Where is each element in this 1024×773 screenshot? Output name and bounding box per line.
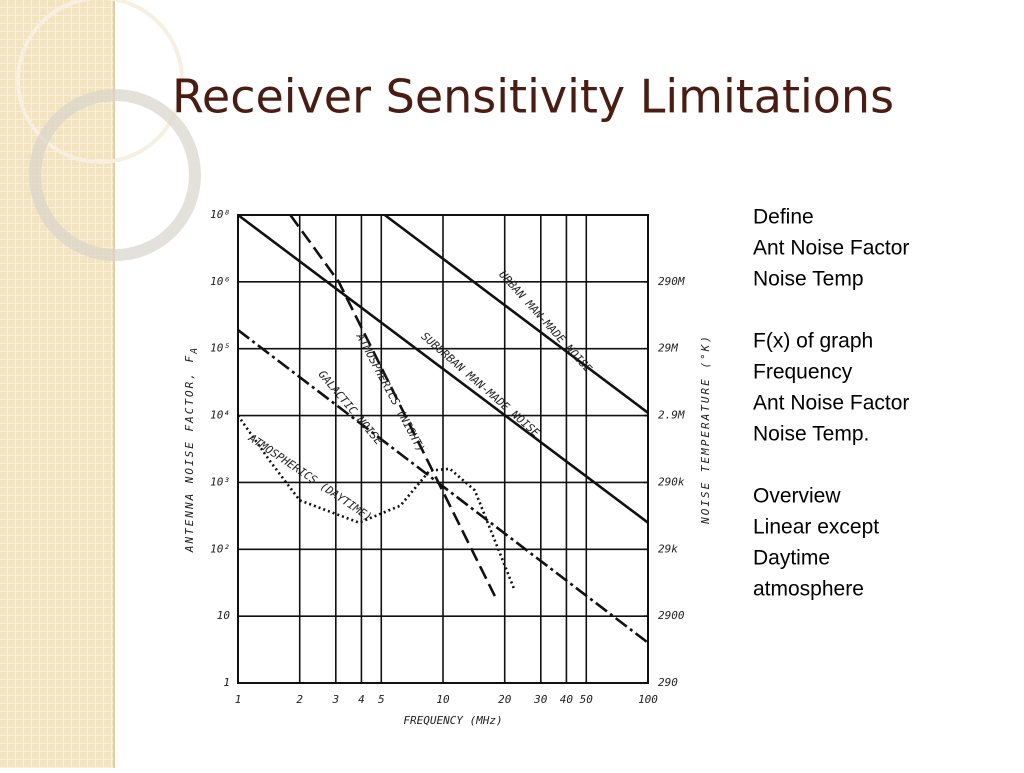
x-tick-label: 4 (358, 693, 365, 706)
y-tick-label: 10³ (210, 475, 230, 488)
y-tick-label: 10² (210, 542, 230, 555)
y2-axis-label: NOISE TEMPERATURE (°K) (699, 334, 712, 525)
note-line: Daytime (753, 547, 830, 570)
y2-tick-label: 29k (658, 542, 678, 555)
note-line: Noise Temp. (753, 423, 869, 446)
x-tick-label: 20 (498, 693, 512, 706)
y2-tick-label: 2900 (658, 609, 685, 622)
series-label: URBAN MAN-MADE NOISE (496, 268, 595, 375)
y-axis-label: ANTENNA NOISE FACTOR, FA (183, 346, 200, 553)
series-line (237, 213, 649, 524)
x-tick-label: 5 (378, 693, 385, 706)
x-tick-label: 30 (533, 693, 548, 706)
series-line (289, 214, 496, 597)
x-tick-label: 100 (638, 693, 658, 706)
y-tick-label: 1 (223, 676, 230, 689)
y2-tick-label: 2.9M (658, 409, 685, 422)
y2-tick-label: 29M (658, 342, 678, 355)
y-tick-label: 10 (217, 609, 231, 622)
note-line: Noise Temp (753, 268, 864, 291)
x-tick-label: 2 (296, 693, 303, 706)
slide-title: Receiver Sensitivity Limitations (172, 70, 894, 124)
decor-circle (29, 89, 201, 261)
note-line: Linear except (753, 516, 879, 539)
y-tick-label: 10⁴ (210, 409, 230, 422)
note-line: Overview (753, 485, 841, 508)
series-line (384, 213, 649, 414)
series-label: SUBURBAN MAN-MADE NOISE (419, 330, 543, 440)
x-tick-label: 50 (580, 693, 594, 706)
note-line: Ant Noise Factor (753, 392, 909, 415)
y-tick-label: 10⁵ (210, 342, 230, 355)
note-line: Ant Noise Factor (753, 237, 909, 260)
note-line: F(x) of graph (753, 330, 873, 353)
y2-tick-label: 290M (658, 275, 685, 288)
y2-tick-label: 290k (658, 475, 685, 488)
x-tick-label: 3 (331, 693, 339, 706)
note-line: atmosphere (753, 578, 864, 601)
series-line (237, 329, 649, 644)
note-line: Define (753, 206, 814, 229)
decor-circle (16, 0, 184, 164)
y-tick-label: 10⁶ (210, 275, 230, 288)
x-tick-label: 1 (235, 693, 242, 706)
y-tick-label: 10⁸ (210, 208, 230, 221)
x-tick-label: 40 (560, 693, 574, 706)
y2-tick-label: 290 (658, 676, 678, 689)
x-axis-label: FREQUENCY (MHz) (403, 714, 502, 727)
x-tick-label: 10 (436, 693, 450, 706)
series-line (236, 414, 517, 592)
y-axis-label-sub: A (189, 346, 200, 355)
series-label: ATMOSPHERICS (DAYTIME) (245, 431, 374, 524)
note-line: Frequency (753, 361, 853, 384)
series-label: GALACTIC NOISE (316, 368, 386, 448)
